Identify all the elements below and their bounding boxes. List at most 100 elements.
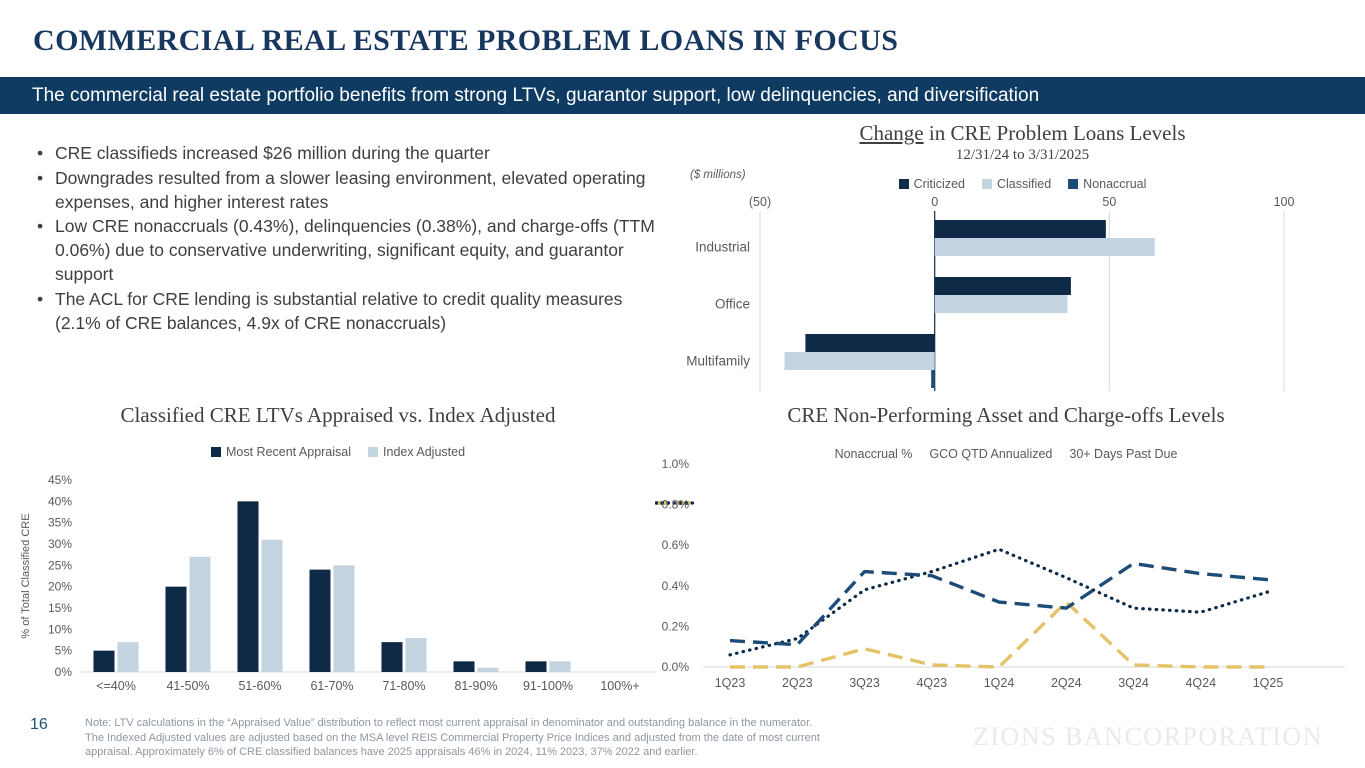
y-tick-label: 0.8% — [662, 498, 690, 512]
x-tick-label: 1Q25 — [1253, 676, 1284, 690]
bar-classified-industrial — [934, 238, 1155, 256]
legend-swatch-icon — [368, 447, 379, 457]
legend-item: Nonaccrual — [1068, 177, 1146, 191]
y-tick-label: 0.0% — [662, 660, 690, 674]
bar-criticized-industrial — [934, 220, 1106, 238]
bar-criticized-multifamily — [805, 334, 935, 352]
legend-swatch-icon — [981, 179, 992, 189]
legend-line-marker-icon — [655, 501, 697, 505]
x-tick-label: 100 — [1274, 195, 1295, 209]
legend-item: Criticized — [898, 177, 965, 191]
bar-index-adjusted-91-100% — [549, 661, 571, 672]
change-chart-plot: (50) 0 50 100 Industrial Office Multifamily — [686, 195, 1295, 391]
x-tick-label: 100%+ — [600, 679, 639, 693]
x-tick-label: <=40% — [96, 679, 136, 693]
chart-legend: Nonaccrual % GCO QTD Annualized 30+ Days P… — [655, 447, 1357, 505]
x-tick-label: 50 — [1102, 195, 1116, 209]
y-tick-label: 0% — [55, 665, 73, 679]
bar-classified-office — [934, 295, 1068, 313]
bullet-list: CRE classifieds increased $26 million du… — [36, 142, 668, 336]
footnote-line-3: appraisal. Approximately 6% of CRE class… — [85, 746, 698, 759]
x-tick-label: 3Q23 — [849, 676, 880, 690]
y-tick-label: 10% — [48, 622, 72, 636]
chart-legend: Criticized Classified Nonaccrual — [680, 177, 1365, 191]
x-tick-label: 61-70% — [310, 679, 353, 693]
chart-title: Classified CRE LTVs Appraised vs. Index … — [120, 403, 556, 427]
chart-title: CRE Non-Performing Asset and Charge-offs… — [787, 403, 1225, 427]
x-tick-label: 81-90% — [454, 679, 497, 693]
bar-most-recent-appraisal-41-50% — [165, 586, 187, 672]
category-label: Multifamily — [686, 354, 750, 369]
x-tick-label: 71-80% — [382, 679, 425, 693]
bullet-item: Low CRE nonaccruals (0.43%), delinquenci… — [36, 215, 668, 286]
legend-item: Index Adjusted — [368, 445, 465, 459]
chart-title: Change in CRE Problem Loans Levels — [680, 121, 1365, 146]
bar-index-adjusted-<=40% — [117, 642, 139, 672]
change-in-cre-problem-loans-chart: Change in CRE Problem Loans Levels 12/31… — [680, 121, 1365, 401]
y-tick-label: 20% — [48, 580, 72, 594]
chart-legend: Most Recent Appraisal Index Adjusted — [18, 445, 658, 459]
legend-label: 30+ Days Past Due — [1069, 447, 1178, 461]
cre-npa-chargeoffs-chart: CRE Non-Performing Asset and Charge-offs… — [655, 403, 1357, 708]
footnote-line-2: The Indexed Adjusted values are adjusted… — [85, 731, 820, 744]
bar-index-adjusted-41-50% — [189, 556, 211, 672]
footnote: Note: LTV calculations in the “Appraised… — [85, 716, 875, 760]
bullet-item: CRE classifieds increased $26 million du… — [36, 142, 668, 166]
y-tick-label: 0.2% — [662, 619, 690, 633]
y-tick-label: 5% — [55, 644, 73, 658]
y-tick-label: 45% — [48, 473, 72, 487]
company-logo-watermark: ZIONS BANCORPORATION — [973, 722, 1323, 751]
chart-title-underlined-word: Change — [859, 121, 924, 145]
legend-label: Criticized — [913, 177, 965, 191]
x-tick-label: 51-60% — [238, 679, 281, 693]
ltv-chart-plot: 0% 5% 10% 15% 20% 25% 30% 35% 40% 45% % of Total C… — [20, 473, 656, 693]
legend-item: Most Recent Appraisal — [210, 445, 351, 459]
footnote-line-1: Note: LTV calculations in the “Appraised… — [85, 717, 813, 729]
bar-most-recent-appraisal-<=40% — [93, 650, 115, 672]
bar-most-recent-appraisal-91-100% — [525, 661, 547, 672]
x-tick-label: 3Q24 — [1118, 676, 1149, 690]
bullet-item: Downgrades resulted from a slower leasin… — [36, 167, 668, 215]
legend-swatch-icon — [210, 447, 221, 457]
y-tick-label: 1.0% — [662, 457, 690, 471]
bar-index-adjusted-51-60% — [261, 539, 283, 672]
units-label: ($ millions) — [690, 169, 746, 181]
bar-criticized-office — [934, 277, 1071, 295]
x-tick-label: 1Q24 — [984, 676, 1015, 690]
legend-label: Nonaccrual % — [834, 447, 913, 461]
y-axis-title: % of Total Classified CRE — [20, 513, 32, 638]
x-tick-label: 0 — [931, 195, 938, 209]
legend-item: Classified — [981, 177, 1052, 191]
y-tick-label: 35% — [48, 516, 72, 530]
legend-label: Nonaccrual — [1083, 177, 1147, 191]
y-tick-label: 0.6% — [662, 538, 690, 552]
page-number: 16 — [30, 716, 48, 733]
classified-cre-ltv-chart: Classified CRE LTVs Appraised vs. Index … — [18, 403, 658, 708]
x-tick-label: 4Q23 — [916, 676, 947, 690]
x-tick-label: 1Q23 — [715, 676, 746, 690]
x-tick-label: 41-50% — [166, 679, 209, 693]
bullet-item: The ACL for CRE lending is substantial r… — [36, 288, 668, 336]
x-tick-label: (50) — [749, 195, 771, 209]
category-label: Office — [715, 297, 750, 312]
bar-index-adjusted-71-80% — [405, 637, 427, 672]
y-tick-label: 25% — [48, 558, 72, 572]
bar-most-recent-appraisal-81-90% — [453, 661, 475, 672]
x-tick-label: 2Q24 — [1051, 676, 1082, 690]
bar-classified-multifamily — [784, 352, 935, 370]
page-title: COMMERCIAL REAL ESTATE PROBLEM LOANS IN … — [33, 24, 899, 57]
legend-swatch-icon — [1068, 179, 1079, 189]
chart-subtitle: 12/31/24 to 3/31/2025 — [955, 147, 1090, 163]
banner-text: The commercial real estate portfolio ben… — [32, 84, 1040, 106]
y-tick-label: 40% — [48, 494, 72, 508]
y-tick-label: 0.4% — [662, 579, 690, 593]
line-series-nonaccrual- — [729, 561, 1269, 647]
x-tick-label: 2Q23 — [782, 676, 813, 690]
lines-chart-plot: 0.0% 0.2% 0.4% 0.6% 0.8% 1.0% 1Q23 2Q23 3Q23 4Q23… — [662, 457, 1345, 690]
x-tick-label: 4Q24 — [1185, 676, 1216, 690]
legend-label: Classified — [996, 177, 1052, 191]
legend-label: GCO QTD Annualized — [929, 447, 1053, 461]
y-tick-label: 15% — [48, 601, 72, 615]
subtitle-banner: The commercial real estate portfolio ben… — [0, 77, 1365, 114]
